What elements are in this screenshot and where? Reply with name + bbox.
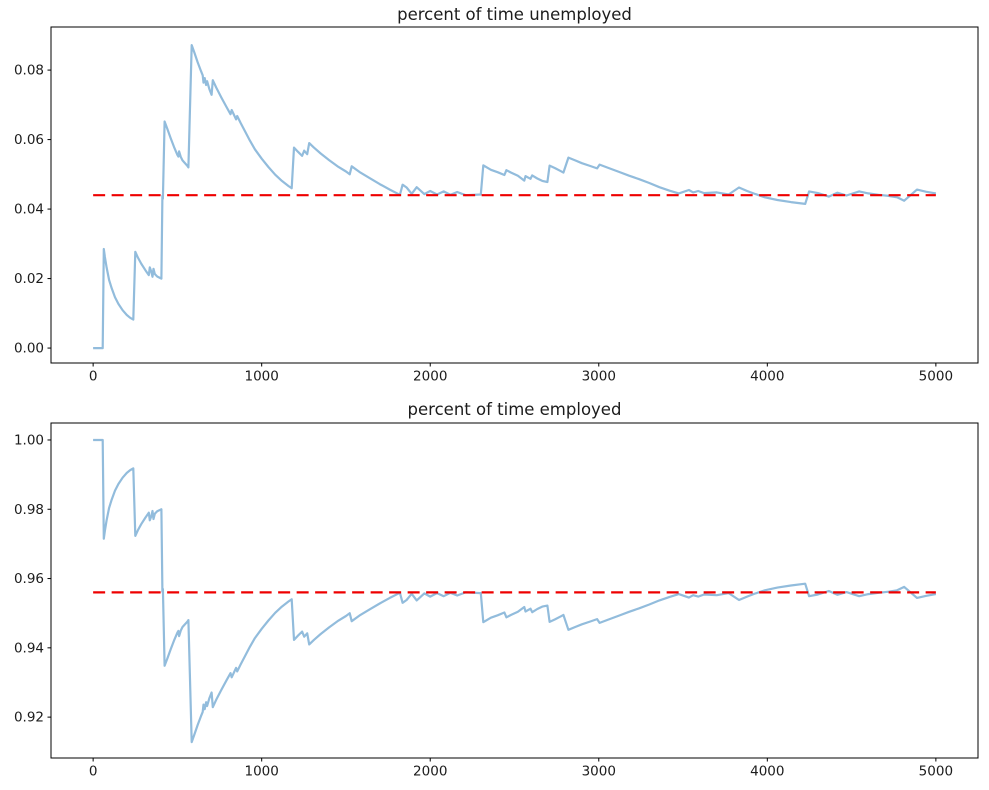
y-tick-label: 0.02 — [14, 271, 44, 287]
y-tick-label: 0.94 — [14, 640, 44, 656]
top-chart: 0 1000 2000 3000 4000 50000.000.020.040.060.0… — [14, 26, 979, 385]
x-axis: 0 1000 2000 3000 4000 5000 — [89, 758, 953, 780]
axes-spines — [50, 422, 979, 759]
x-tick-label: 4000 — [750, 369, 784, 385]
x-tick-label: 3000 — [582, 764, 616, 780]
y-tick-label: 0.98 — [14, 502, 44, 518]
series-line — [93, 438, 937, 744]
y-axis: 0.92 0.94 0.96 0.98 1.00 — [14, 432, 51, 726]
axes-spines — [50, 26, 979, 364]
x-tick-label: 0 — [89, 369, 98, 385]
y-tick-label: 1.00 — [14, 432, 44, 448]
top-chart-title: percent of time unemployed — [397, 5, 632, 24]
x-tick-label: 2000 — [413, 369, 447, 385]
x-tick-label: 4000 — [750, 764, 784, 780]
x-axis: 0 1000 2000 3000 4000 5000 — [89, 363, 953, 385]
series-line — [93, 44, 937, 350]
bottom-chart: 0 1000 2000 3000 4000 5000 0.92 0.94 0.96 0.98 1.0… — [14, 422, 979, 780]
y-tick-label: 0.06 — [14, 132, 44, 148]
x-tick-label: 0 — [89, 764, 98, 780]
x-tick-label: 5000 — [919, 369, 953, 385]
x-tick-label: 5000 — [919, 764, 953, 780]
y-tick-label: 0.04 — [14, 202, 44, 218]
y-axis: 0.00 0.02 0.04 0.06 0.08 — [14, 63, 51, 357]
bottom-chart-title: percent of time employed — [407, 400, 622, 419]
y-tick-label: 0.08 — [14, 63, 44, 79]
y-tick-label: 0.96 — [14, 571, 44, 587]
y-tick-label: 0.92 — [14, 710, 44, 726]
x-tick-label: 1000 — [245, 369, 279, 385]
x-tick-label: 3000 — [582, 369, 616, 385]
y-tick-label: 0.00 — [14, 341, 44, 357]
x-tick-label: 1000 — [245, 764, 279, 780]
x-tick-label: 2000 — [413, 764, 447, 780]
